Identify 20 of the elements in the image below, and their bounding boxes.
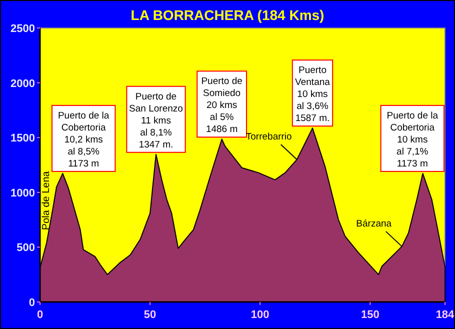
annotation: Puerto de San Lorenzo 11 kms al 8,1% 1347 m. [129,91,183,150]
annotation: Torrebarrio [246,132,292,143]
x-tick-label: 50 [144,309,156,321]
y-tick-label: 1000 [10,187,35,200]
x-tick-label: 184 [436,309,455,321]
y-tick-label: 0 [28,297,35,309]
x-tick-label: 150 [360,309,380,321]
annotation: Bárzana [356,218,392,230]
annotation: Puerto de la Cobertoria 10,2 kms al 8,5% 1173 m [58,110,110,170]
annotation: Pola de Lena [41,170,52,230]
x-tick-label: 0 [36,309,44,321]
annotation: Puerto de Somiedo 20 kms al 5% 1486 m [201,76,242,136]
y-tick-label: 2000 [10,78,35,90]
y-tick-label: 1500 [10,132,35,145]
x-tick-label: 100 [250,309,270,321]
y-tick-label: 2500 [10,23,35,35]
chart-title: LA BORRACHERA (184 Kms) [130,7,324,23]
annotation: Puerto de la Cobertoria 10 kms al 7,1% 1173 m [386,110,439,170]
y-tick-label: 500 [16,242,35,254]
annotation: Puerto Ventana 10 kms al 3,6% 1587 m. [295,65,331,124]
